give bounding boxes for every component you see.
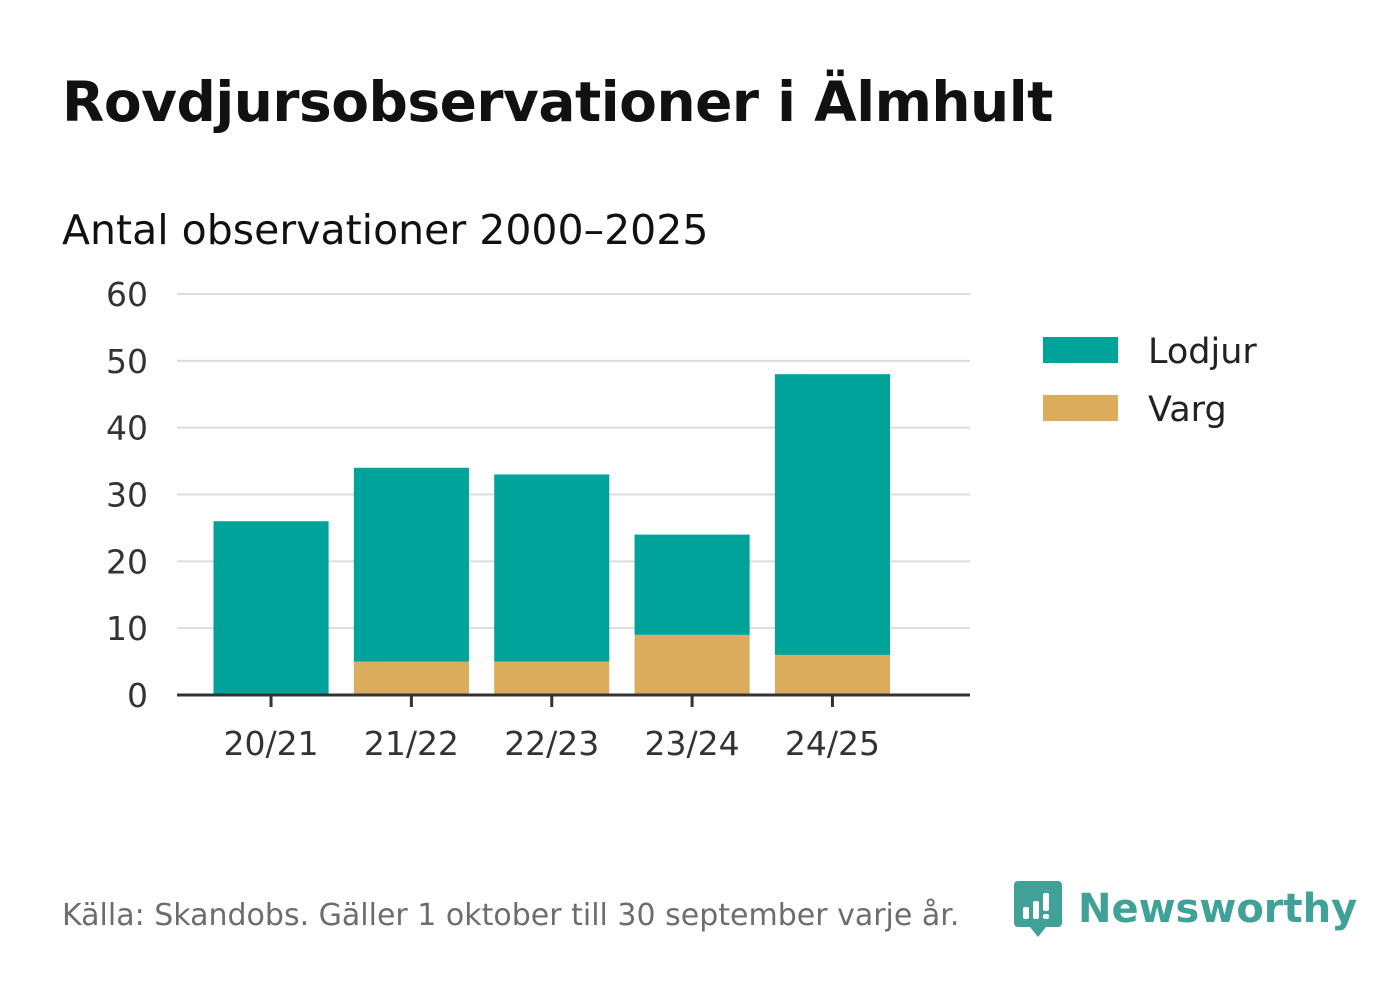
bar-varg-21-22 [353, 661, 469, 695]
y-axis-tick-labels: 0 10 20 30 40 50 60 [106, 275, 148, 715]
brand-name: Newsworthy [1078, 886, 1358, 932]
bar-lodjur-21-22 [353, 467, 469, 662]
y-tick-label: 40 [106, 409, 148, 448]
x-tick-label: 22/23 [504, 724, 599, 763]
newsworthy-bar-chart-icon [1014, 881, 1062, 937]
source-note: Källa: Skandobs. Gäller 1 oktober till 3… [62, 898, 960, 933]
x-tick-label: 23/24 [645, 724, 740, 763]
bar-varg-24-25 [774, 654, 890, 695]
legend-swatch-varg [1043, 395, 1118, 421]
bar-lodjur-20-21 [213, 521, 329, 695]
legend-label-lodjur: Lodjur [1148, 332, 1257, 372]
legend: Lodjur Varg [1043, 332, 1257, 430]
legend-swatch-lodjur [1043, 337, 1118, 363]
bar-lodjur-22-23 [494, 474, 610, 662]
y-tick-label: 0 [127, 676, 148, 715]
bar-lodjur-23-24 [634, 534, 750, 635]
newsworthy-logo: Newsworthy [1012, 879, 1357, 939]
legend-label-varg: Varg [1148, 390, 1227, 430]
x-tick-label: 24/25 [785, 724, 880, 763]
y-tick-label: 10 [106, 609, 148, 648]
y-tick-label: 60 [106, 275, 148, 314]
bars [213, 374, 890, 695]
x-tick-label: 21/22 [364, 724, 459, 763]
bar-varg-23-24 [634, 634, 750, 695]
bar-lodjur-24-25 [774, 374, 890, 655]
bar-varg-22-23 [494, 661, 610, 695]
chart-subtitle: Antal observationer 2000–2025 [62, 206, 709, 254]
x-tick-label: 20/21 [223, 724, 318, 763]
y-tick-label: 20 [106, 542, 148, 581]
chart-title: Rovdjursobservationer i Älmhult [62, 70, 1053, 134]
x-axis-ticks: 20/21 21/22 22/23 23/24 24/25 [223, 695, 880, 763]
y-tick-label: 30 [106, 476, 148, 515]
y-tick-label: 50 [106, 342, 148, 381]
